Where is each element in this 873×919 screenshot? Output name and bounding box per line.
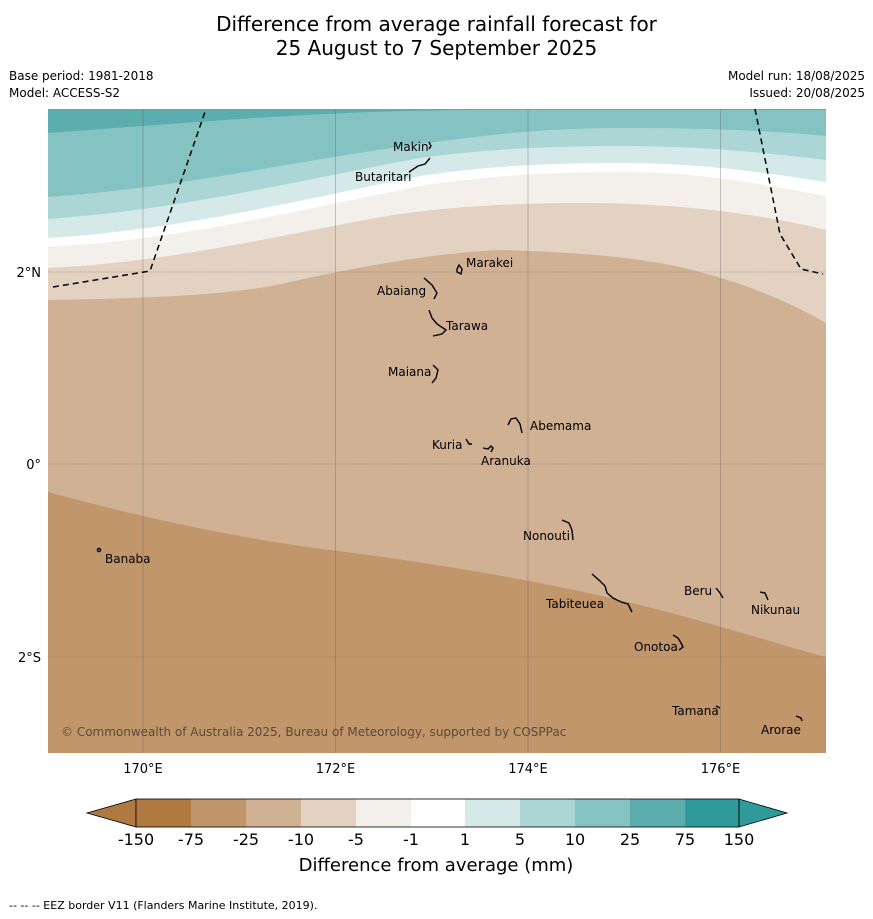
base-period: Base period: 1981-2018 [9, 69, 154, 83]
butaritari-outline [408, 157, 431, 173]
island-label-abaiang: Abaiang [377, 284, 426, 298]
title-line-2: 25 August to 7 September 2025 [275, 36, 598, 60]
eez-border-west [52, 109, 207, 288]
colorbar-segment [136, 799, 191, 827]
island-label-abemama: Abemama [530, 419, 591, 433]
colorbar-segment [301, 799, 356, 827]
island-label-butaritari: Butaritari [355, 170, 412, 184]
colorbar-tick-label: -25 [233, 830, 259, 849]
lon-label-174E: 174°E [508, 762, 548, 777]
colorbar-segment [685, 799, 739, 827]
colorbar-tick-label: 10 [565, 830, 585, 849]
issued-date: Issued: 20/08/2025 [749, 86, 865, 100]
colorbar-segment [191, 799, 246, 827]
island-label-kuria: Kuria [432, 438, 463, 452]
colorbar-tick-label: 5 [515, 830, 525, 849]
nikunau-outline [759, 591, 769, 601]
colorbar-segment [520, 799, 575, 827]
marakei-outline [456, 263, 463, 276]
tabiteuea-outline [591, 573, 633, 613]
colorbar-tick-label: 150 [724, 830, 755, 849]
island-label-marakei: Marakei [466, 256, 513, 270]
colorbar-segment [575, 799, 630, 827]
island-label-aranuka: Aranuka [481, 454, 531, 468]
island-label-nonouti: Nonouti [523, 529, 570, 543]
chart-title: Difference from average rainfall forecas… [0, 12, 873, 60]
rainfall-anomaly-map: Makin Butaritari Marakei Abaiang Tarawa … [48, 109, 826, 753]
lon-label-176E: 176°E [701, 762, 741, 777]
colorbar: -150 -75 -25 -10 -5 -1 1 5 10 25 75 150 … [85, 798, 789, 876]
kuria-outline [465, 438, 472, 445]
colorbar-segment [246, 799, 301, 827]
band-minus75-to-minus25 [48, 492, 826, 753]
colorbar-title: Difference from average (mm) [299, 855, 574, 876]
colorbar-tick-label: 25 [620, 830, 640, 849]
maiana-outline [431, 364, 439, 384]
island-label-onotoa: Onotoa [634, 640, 678, 654]
meta-left: Base period: 1981-2018 Model: ACCESS-S2 [9, 68, 154, 102]
island-label-tabiteuea: Tabiteuea [545, 597, 604, 611]
copyright-notice: © Commonwealth of Australia 2025, Bureau… [61, 725, 566, 739]
aranuka-outline [482, 445, 494, 453]
footnote-eez-source: -- -- -- EEZ border V11 (Flanders Marine… [9, 899, 318, 912]
tamana-outline [715, 705, 721, 709]
colorbar-segment [465, 799, 520, 827]
lon-label-170E: 170°E [123, 762, 163, 777]
abaiang-outline [423, 277, 438, 300]
island-outlines [96, 141, 803, 722]
colorbar-extension-low [85, 798, 137, 828]
graticule [48, 109, 826, 753]
island-label-arorae: Arorae [761, 723, 801, 737]
model-run: Model run: 18/08/2025 [727, 69, 865, 83]
island-label-banaba: Banaba [105, 552, 151, 566]
arorae-outline [795, 715, 803, 722]
colorbar-segment [356, 799, 411, 827]
lat-label-2S: 2°S [18, 651, 41, 666]
onotoa-outline [672, 634, 684, 651]
island-label-nikunau: Nikunau [751, 603, 800, 617]
title-line-1: Difference from average rainfall forecas… [216, 12, 657, 36]
lat-label-0: 0° [26, 458, 41, 473]
colorbar-segment [630, 799, 685, 827]
nonouti-outline [561, 519, 574, 541]
colorbar-segment [411, 799, 465, 827]
colorbar-extension-high [738, 798, 789, 828]
colorbar-frame [135, 798, 740, 828]
lat-label-2N: 2°N [17, 266, 42, 281]
colorbar-tick-label: -75 [178, 830, 204, 849]
island-label-maiana: Maiana [388, 365, 431, 379]
colorbar-tick-label: 1 [460, 830, 470, 849]
model-name: Model: ACCESS-S2 [9, 86, 121, 100]
colorbar-tick-label: -1 [403, 830, 419, 849]
island-label-tamana: Tamana [671, 704, 719, 718]
tarawa-outline [428, 309, 448, 337]
colorbar-tick-label: 75 [675, 830, 695, 849]
lon-label-172E: 172°E [316, 762, 356, 777]
makin-outline [428, 141, 432, 150]
eez-border-east [754, 109, 824, 275]
beru-outline [715, 587, 724, 599]
meta-right: Model run: 18/08/2025 Issued: 20/08/2025 [728, 68, 865, 102]
island-label-makin: Makin [393, 140, 429, 154]
abemama-outline [507, 417, 523, 434]
eez-border [52, 109, 824, 288]
colorbar-tick-label: -5 [348, 830, 364, 849]
colorbar-tick-label: -150 [118, 830, 154, 849]
island-label-beru: Beru [684, 584, 712, 598]
colorbar-tick-label: -10 [288, 830, 314, 849]
banaba-outline [96, 547, 102, 553]
island-label-tarawa: Tarawa [445, 319, 488, 333]
